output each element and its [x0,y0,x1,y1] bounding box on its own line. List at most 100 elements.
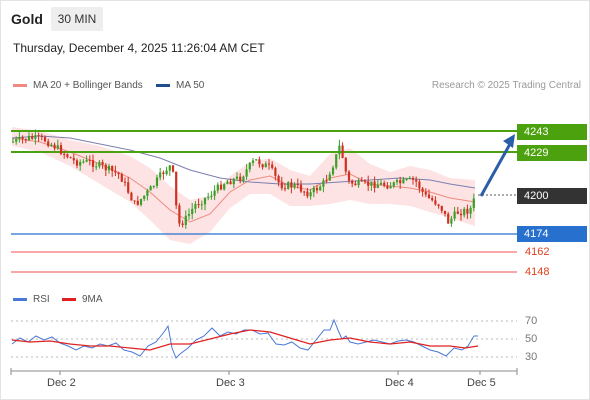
candle-body [191,208,194,214]
support-2-tag: 4162 [525,246,550,258]
candle-body [312,187,315,193]
candle-body [271,164,274,168]
candle-body [328,174,331,181]
candle-body [101,161,104,165]
candle-body [322,180,325,187]
candle-body [306,191,309,197]
candle-body [274,167,277,176]
candle-body [53,144,56,149]
candle-body [363,180,367,182]
candle-body [360,180,363,182]
candle-body [248,162,251,170]
candle-body [159,172,162,178]
candle-body [463,208,466,216]
candle-body [261,164,264,168]
candle-body [319,186,322,191]
candle-body [200,204,203,206]
legend-bollinger: MA 20 + Bollinger Bands [13,80,143,91]
candle-body [152,185,155,187]
timeframe-badge[interactable]: 30 MIN [51,7,103,31]
candle-body [117,172,120,175]
candle-body [107,165,111,171]
candle-body [197,204,200,206]
candle-body [88,159,91,161]
legend-bollinger-label: MA 20 + Bollinger Bands [33,80,143,91]
candle-body [242,176,245,182]
support-3-tag: 4148 [525,266,550,278]
candle-body [203,197,207,205]
instrument-title: Gold [11,11,43,27]
candle-body [223,184,226,190]
candle-body [280,182,283,189]
candle-body [447,213,450,224]
candle-body [290,182,293,188]
candle-body [338,145,341,155]
candle-body [469,207,472,214]
candle-body [120,174,123,182]
candle-body [130,192,133,201]
candle-body [399,180,402,184]
candle-body [283,188,287,190]
candle-body [431,198,434,201]
candle-body [21,136,24,139]
candle-body [370,181,373,186]
candle-body [219,184,223,190]
candle-body [251,160,255,163]
target-arrow-shaft [479,143,512,197]
candle-body [472,198,475,208]
candle-body [98,161,101,167]
x-label-dec5: Dec 5 [467,377,496,389]
candle-body [194,204,197,209]
candle-body [341,145,344,158]
candle-body [392,182,395,187]
chart-header: Gold 30 MIN [0,0,590,36]
candle-body [34,135,37,139]
candle-body [408,177,411,179]
rsi-swatch-icon [13,298,27,301]
candle-body [303,191,306,193]
candle-body [165,170,168,175]
candle-body [264,163,267,168]
x-label-dec3: Dec 3 [216,377,245,389]
candle-body [24,138,27,141]
candle-body [178,205,181,224]
candle-body [296,184,299,186]
candle-body [187,213,191,216]
candle-body [181,223,184,225]
candle-body [229,181,232,185]
candle-body [389,186,392,189]
candle-body [114,170,117,173]
candle-body [277,175,280,183]
candle-body [184,215,187,225]
candle-body [255,159,258,161]
candle-body [69,157,72,159]
legend-9ma: 9MA [62,294,103,305]
candle-body [111,165,114,171]
candle-body [47,141,50,147]
resistance-1-tag: 4229 [517,145,587,161]
candle-body [424,191,427,195]
target-arrow-head-icon [503,134,515,148]
candle-body [79,161,82,166]
candle-body [421,188,424,192]
candle-body [466,208,469,214]
legend-rsi: RSI [13,294,50,305]
candle-body [149,186,152,191]
candle-body [402,179,405,184]
candle-body [216,184,219,191]
candle-body [331,167,335,175]
candlestick-series [11,129,475,229]
legend-9ma-label: 9MA [82,294,103,305]
candle-body [459,213,463,216]
candle-body [75,160,79,166]
candle-body [127,182,130,193]
candle-body [139,198,143,205]
candle-body [226,181,229,185]
candle-body [11,141,15,143]
candle-body [82,161,85,163]
ma50-swatch-icon [156,84,170,87]
candle-body [63,153,66,155]
support-1-tag: 4174 [517,226,587,242]
candle-body [43,137,47,142]
